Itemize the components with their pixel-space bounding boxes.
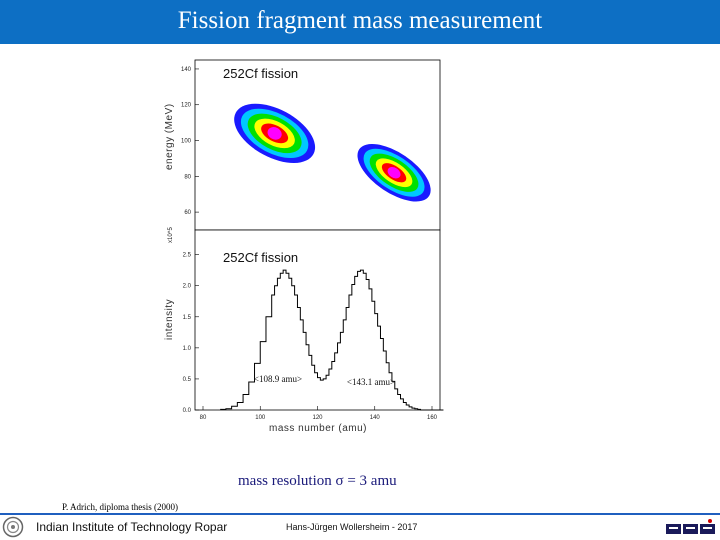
spectrum-x-tick-label: 100: [255, 415, 266, 421]
institution: Indian Institute of Technology Ropar: [36, 520, 228, 534]
peak-label-heavy: <143.1 amu>: [347, 377, 395, 387]
spectrum-x-tick-label: 160: [427, 415, 438, 421]
spectrum-y-ticks: 2.5 2.0 1.5 1.0 0.5 0.0: [183, 253, 199, 414]
heatmap-label: 252Cf fission: [223, 66, 298, 81]
spectrum-label: 252Cf fission: [223, 250, 298, 265]
heatmap-islands: [234, 103, 431, 202]
slide-title: Fission fragment mass measurement: [177, 7, 543, 34]
peak-label-light: <108.9 amu>: [254, 374, 302, 384]
heatmap-y-tick-label: 80: [184, 174, 191, 180]
spectrum-x-ticks: 80 100 120 140 160: [200, 406, 438, 421]
heatmap-y-tick-label: 100: [181, 139, 192, 145]
spectrum-label-text: 252Cf fission: [223, 250, 298, 265]
resolution-text: mass resolution σ = 3 amu: [238, 473, 397, 489]
heatmap-frame: [194, 59, 441, 231]
spectrum-y-tick-label: 1.0: [183, 346, 192, 352]
spectrum-x-tick-label: 140: [370, 415, 381, 421]
heatmap-ylabel: energy (MeV): [164, 103, 175, 170]
spectrum-xlabel: mass number (amu): [269, 423, 367, 434]
heatmap-y-ticks: 140 120 100 80 60: [181, 67, 199, 216]
heatmap-y-tick-label: 60: [184, 210, 191, 216]
spectrum-y-tick-label: 2.5: [183, 253, 192, 259]
spectrum-yscale: x10^5: [168, 227, 174, 243]
heatmap-island: [357, 143, 431, 202]
gsi-logo-icon: [666, 519, 715, 534]
spectrum-y-tick-label: 0.0: [183, 408, 192, 414]
spectrum-line: [220, 269, 444, 411]
heatmap-contour: [267, 127, 282, 140]
iit-ropar-logo-icon: [2, 516, 24, 538]
citation: P. Adrich, diploma thesis (2000): [62, 502, 178, 512]
spectrum-y-tick-label: 0.5: [183, 377, 192, 383]
heatmap-y-tick-label: 140: [181, 67, 192, 73]
footer-divider: [0, 513, 720, 515]
spectrum-ylabel: intensity: [164, 299, 175, 340]
spectrum-y-tick-label: 1.5: [183, 315, 192, 321]
heatmap-y-tick-label: 120: [181, 103, 192, 109]
spectrum-frame: [194, 229, 441, 411]
heatmap-label-text: 252Cf fission: [223, 66, 298, 81]
spectrum-x-tick-label: 120: [312, 415, 323, 421]
spectrum-x-tick-label: 80: [200, 415, 207, 421]
author: Hans-Jürgen Wollersheim - 2017: [286, 522, 418, 532]
title-bar: Fission fragment mass measurement: [0, 0, 720, 44]
heatmap-contour: [387, 167, 401, 179]
heatmap-island: [234, 103, 316, 163]
spectrum-y-tick-label: 2.0: [183, 284, 192, 290]
